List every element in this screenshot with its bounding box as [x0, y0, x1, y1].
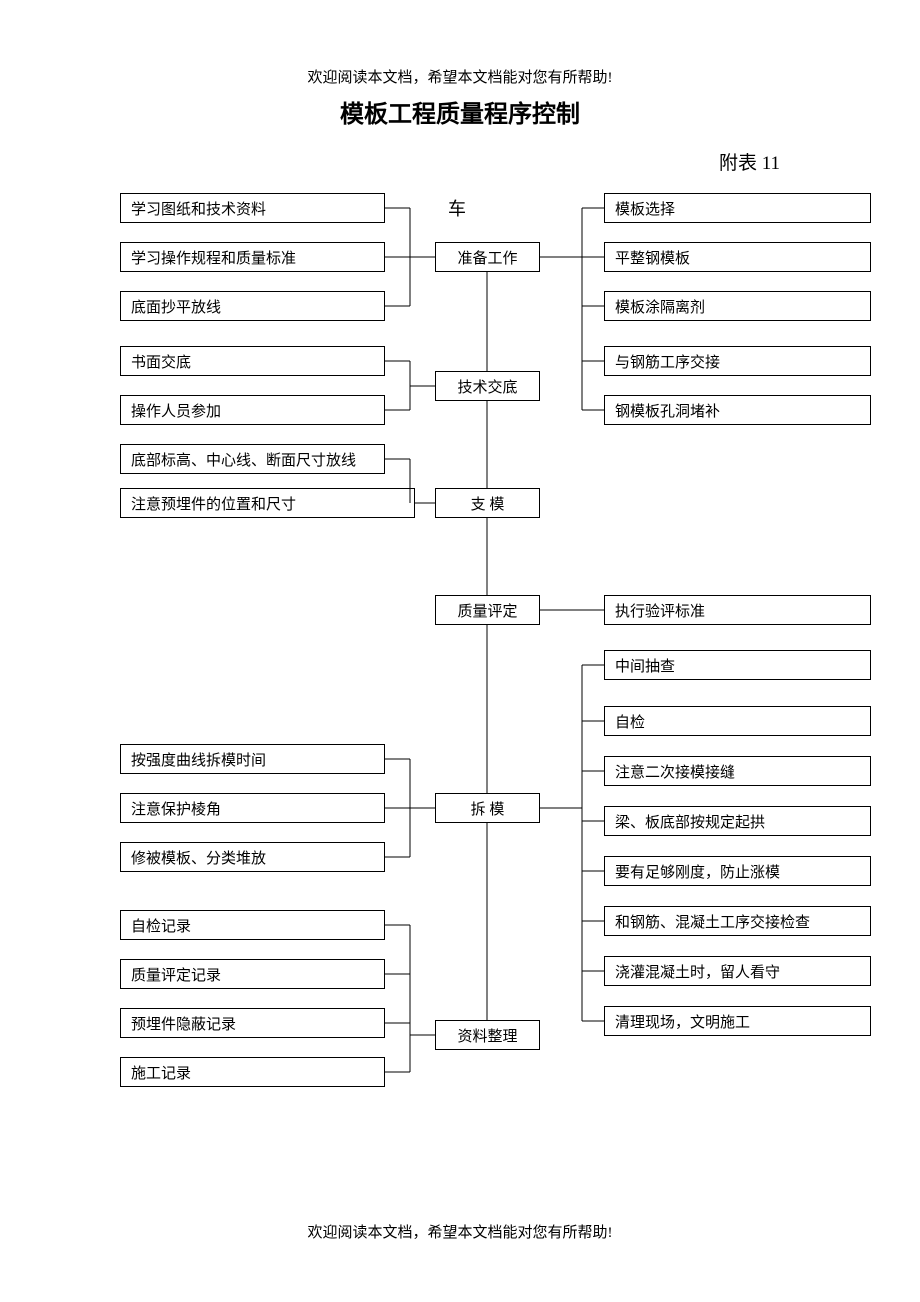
right-node-r8: 自检	[604, 706, 871, 736]
page-title: 模板工程质量程序控制	[0, 94, 920, 129]
right-node-r14: 清理现场，文明施工	[604, 1006, 871, 1036]
left-node-l3: 底面抄平放线	[120, 291, 385, 321]
right-node-r10: 梁、板底部按规定起拱	[604, 806, 871, 836]
right-node-r1: 模板选择	[604, 193, 871, 223]
right-node-r11: 要有足够刚度，防止涨模	[604, 856, 871, 886]
left-node-l5: 操作人员参加	[120, 395, 385, 425]
footer-text: 欢迎阅读本文档，希望本文档能对您有所帮助!	[0, 1221, 920, 1242]
center-node-quality: 质量评定	[435, 595, 540, 625]
left-node-l12: 质量评定记录	[120, 959, 385, 989]
center-node-doc: 资料整理	[435, 1020, 540, 1050]
left-node-l4: 书面交底	[120, 346, 385, 376]
center-node-tech: 技术交底	[435, 371, 540, 401]
right-node-r6: 执行验评标准	[604, 595, 871, 625]
left-node-l2: 学习操作规程和质量标准	[120, 242, 385, 272]
center-node-remove: 拆 模	[435, 793, 540, 823]
right-node-r4: 与钢筋工序交接	[604, 346, 871, 376]
right-node-r13: 浇灌混凝土时，留人看守	[604, 956, 871, 986]
center-node-support: 支 模	[435, 488, 540, 518]
left-node-l11: 自检记录	[120, 910, 385, 940]
left-node-l7: 注意预埋件的位置和尺寸	[120, 488, 415, 518]
header-text: 欢迎阅读本文档，希望本文档能对您有所帮助!	[0, 66, 920, 87]
left-node-l1: 学习图纸和技术资料	[120, 193, 385, 223]
appendix-label: 附表 11	[719, 148, 780, 175]
left-node-l9: 注意保护棱角	[120, 793, 385, 823]
right-node-r3: 模板涂隔离剂	[604, 291, 871, 321]
left-node-l10: 修被模板、分类堆放	[120, 842, 385, 872]
right-node-r7: 中间抽查	[604, 650, 871, 680]
left-node-l14: 施工记录	[120, 1057, 385, 1087]
center-node-prepare: 准备工作	[435, 242, 540, 272]
right-node-r9: 注意二次接模接缝	[604, 756, 871, 786]
right-node-r2: 平整钢模板	[604, 242, 871, 272]
left-node-l8: 按强度曲线拆模时间	[120, 744, 385, 774]
right-node-r5: 钢模板孔洞堵补	[604, 395, 871, 425]
right-node-r12: 和钢筋、混凝土工序交接检查	[604, 906, 871, 936]
floating-char: 车	[448, 195, 466, 221]
left-node-l6: 底部标高、中心线、断面尺寸放线	[120, 444, 385, 474]
left-node-l13: 预埋件隐蔽记录	[120, 1008, 385, 1038]
